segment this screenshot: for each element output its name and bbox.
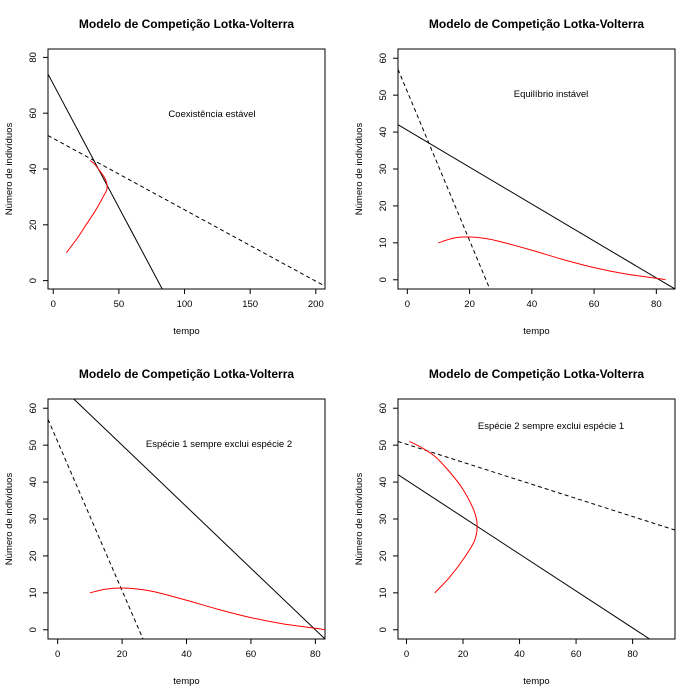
x-tick-label: 0	[51, 299, 56, 310]
x-tick-label: 0	[55, 649, 60, 660]
y-tick-label: 40	[28, 477, 39, 488]
plot-data	[398, 69, 675, 289]
chart-panel-3: Modelo de Competição Lotka-Volterra 0 20 40…	[4, 367, 326, 687]
x-tick-label: 40	[514, 649, 525, 660]
x-tick-label: 60	[571, 649, 582, 660]
y-tick-label: 40	[378, 127, 389, 138]
y-tick-label: 20	[28, 220, 39, 231]
plot-data	[398, 440, 675, 639]
trajectory-line	[409, 441, 478, 594]
y-tick-label: 20	[28, 551, 39, 562]
x-tick-label: 80	[627, 649, 638, 660]
annotation-text: Espécie 2 sempre exclui espécie 1	[478, 421, 624, 432]
chart-title: Modelo de Competição Lotka-Volterra	[79, 367, 294, 381]
y-axis-label: Número de indivíduos	[4, 123, 15, 216]
y-tick-label: 80	[28, 52, 39, 63]
x-tick-label: 80	[310, 649, 321, 660]
trajectory-line	[438, 236, 666, 281]
y-tick-label: 30	[378, 514, 389, 525]
y-axis-label: Número de indivíduos	[354, 123, 365, 216]
y-tick-label: 10	[378, 588, 389, 599]
y-tick-label: 0	[378, 627, 389, 632]
y-tick-label: 10	[378, 238, 389, 249]
plot-frame	[47, 398, 326, 640]
x-tick-label: 80	[651, 299, 662, 310]
y-axis-label: Número de indivíduos	[4, 473, 15, 566]
plot-data	[48, 399, 325, 639]
plot-data	[48, 73, 325, 289]
x-tick-label: 20	[464, 299, 475, 310]
chart-title: Modelo de Competição Lotka-Volterra	[429, 367, 644, 381]
y-tick-label: 0	[378, 277, 389, 282]
x-tick-label: 40	[181, 649, 192, 660]
isocline-solid	[398, 474, 650, 639]
isocline-dashed	[48, 135, 325, 287]
y-tick-label: 40	[378, 477, 389, 488]
x-axis-label: tempo	[523, 676, 549, 687]
chart-panel-4: Modelo de Competição Lotka-Volterra 0 20 40…	[354, 367, 676, 687]
chart-title: Modelo de Competição Lotka-Volterra	[429, 17, 644, 31]
isocline-solid	[48, 73, 163, 289]
x-tick-label: 20	[458, 649, 469, 660]
plot-frame	[47, 48, 326, 290]
isocline-dashed	[48, 419, 144, 639]
x-axis-label: tempo	[523, 326, 549, 337]
x-tick-label: 200	[308, 299, 324, 310]
isocline-dashed	[398, 69, 491, 289]
isocline-solid	[398, 124, 675, 289]
y-tick-label: 20	[378, 201, 389, 212]
annotation-text: Espécie 1 sempre exclui espécie 2	[146, 439, 292, 450]
y-tick-label: 0	[28, 627, 39, 632]
y-axis-label: Número de indivíduos	[354, 473, 365, 566]
x-tick-label: 20	[117, 649, 128, 660]
x-tick-label: 40	[527, 299, 538, 310]
x-tick-label: 100	[177, 299, 193, 310]
y-tick-label: 60	[28, 403, 39, 414]
isocline-dashed	[398, 440, 675, 531]
x-tick-label: 50	[114, 299, 125, 310]
annotation-text: Equilíbrio instável	[514, 89, 588, 100]
x-axis-label: tempo	[173, 676, 199, 687]
y-tick-label: 0	[28, 278, 39, 283]
trajectory-line	[65, 160, 108, 254]
y-tick-label: 50	[28, 440, 39, 451]
y-tick-label: 50	[378, 90, 389, 101]
y-tick-label: 60	[378, 403, 389, 414]
y-tick-label: 30	[28, 514, 39, 525]
y-tick-label: 40	[28, 164, 39, 175]
chart-panel-1: Modelo de Competição Lotka-Volterra 0 50 10…	[4, 17, 326, 337]
trajectory-line	[89, 587, 325, 631]
plot-frame	[397, 398, 676, 640]
x-tick-label: 0	[404, 649, 409, 660]
chart-panel-2: Modelo de Competição Lotka-Volterra 0 20 40…	[354, 17, 676, 337]
y-tick-label: 60	[378, 53, 389, 64]
x-tick-label: 0	[405, 299, 410, 310]
annotation-text: Coexistência estável	[168, 109, 255, 120]
y-tick-label: 30	[378, 164, 389, 175]
y-tick-label: 20	[378, 551, 389, 562]
isocline-solid	[73, 399, 325, 639]
x-tick-label: 60	[589, 299, 600, 310]
x-tick-label: 60	[246, 649, 257, 660]
x-tick-label: 150	[242, 299, 258, 310]
y-tick-label: 60	[28, 108, 39, 119]
x-axis-label: tempo	[173, 326, 199, 337]
chart-title: Modelo de Competição Lotka-Volterra	[79, 17, 294, 31]
y-tick-label: 10	[28, 588, 39, 599]
y-tick-label: 50	[378, 440, 389, 451]
